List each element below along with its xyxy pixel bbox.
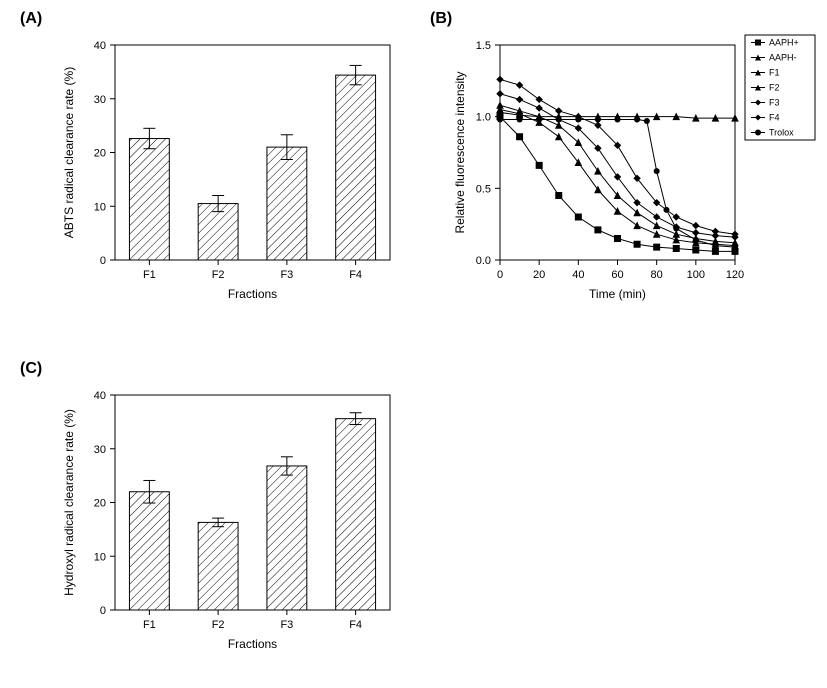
svg-text:F2: F2 [212,269,225,281]
svg-text:F4: F4 [349,619,362,631]
svg-text:F1: F1 [143,269,156,281]
svg-text:40: 40 [94,390,106,402]
panel-label-a: (A) [20,10,42,28]
svg-text:120: 120 [726,269,744,281]
svg-text:F4: F4 [349,269,362,281]
svg-text:10: 10 [94,551,106,563]
svg-text:1.5: 1.5 [476,40,491,52]
svg-text:F3: F3 [769,98,780,108]
svg-text:F1: F1 [143,619,156,631]
panel-label-b: (B) [430,10,452,28]
svg-text:40: 40 [94,40,106,52]
svg-text:AAPH+: AAPH+ [769,38,799,48]
svg-text:Trolox: Trolox [769,128,794,138]
svg-text:F2: F2 [769,83,780,93]
svg-text:Fractions: Fractions [228,637,277,651]
svg-text:ABTS radical clearance rate (%: ABTS radical clearance rate (%) [62,67,76,238]
svg-text:10: 10 [94,201,106,213]
svg-text:60: 60 [611,269,623,281]
svg-text:F4: F4 [769,113,780,123]
svg-text:0.5: 0.5 [476,183,491,195]
svg-text:Relative fluorescence intensit: Relative fluorescence intensity [453,71,467,233]
svg-text:F1: F1 [769,68,780,78]
svg-text:80: 80 [651,269,663,281]
svg-text:40: 40 [572,269,584,281]
svg-text:F3: F3 [280,619,293,631]
svg-text:1.0: 1.0 [476,112,491,124]
svg-text:Time (min): Time (min) [589,287,646,301]
svg-text:100: 100 [687,269,705,281]
svg-text:30: 30 [94,444,106,456]
svg-text:30: 30 [94,94,106,106]
panel-label-c: (C) [20,360,42,378]
svg-text:F3: F3 [280,269,293,281]
svg-text:20: 20 [94,148,106,160]
svg-text:AAPH-: AAPH- [769,53,797,63]
bar-chart-hydroxyl: 0 10 20 30 40 F1 F2 F3 F4 Fractions Hydroxyl radic… [45,380,405,670]
svg-text:20: 20 [533,269,545,281]
figure-page: (A) (B) (C) 0 10 20 30 40 F1 F2 F3 F4 Fractions AB… [0,0,827,688]
svg-text:Fractions: Fractions [228,287,277,301]
svg-text:0: 0 [497,269,503,281]
svg-text:20: 20 [94,498,106,510]
svg-text:0: 0 [100,605,106,617]
svg-text:0.0: 0.0 [476,255,491,267]
bar-chart-abts: 0 10 20 30 40 F1 F2 F3 F4 Fractions ABTS radical c… [45,30,405,320]
svg-text:0: 0 [100,255,106,267]
svg-text:F2: F2 [212,619,225,631]
svg-text:Hydroxyl radical clearance rat: Hydroxyl radical clearance rate (%) [62,409,76,596]
line-chart-fluorescence: 0.0 0.5 1.0 1.5 0 20 40 60 80 100 120 Time (min) Rel… [445,30,820,320]
